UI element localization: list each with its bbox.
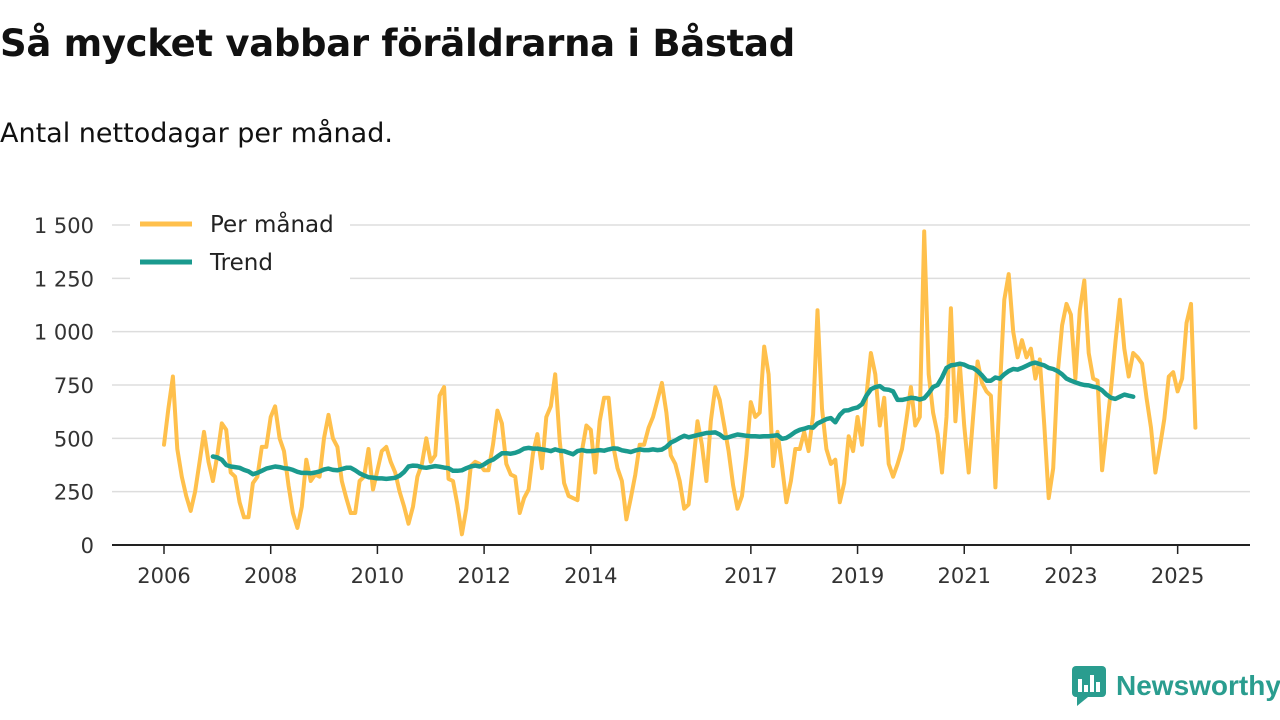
y-tick-label: 0 [81, 534, 94, 558]
series-lines [162, 229, 1198, 537]
x-tick-label: 2008 [244, 564, 297, 588]
chart-subtitle: Antal nettodagar per månad. [0, 118, 393, 149]
y-tick-label: 1 250 [34, 267, 94, 291]
x-tick-label: 2017 [724, 564, 777, 588]
legend-background [130, 205, 350, 280]
brand-logo: Newsworthy [1072, 666, 1280, 706]
y-tick-label: 500 [54, 427, 94, 451]
newsworthy-logo-icon [1072, 666, 1106, 706]
x-tick-label: 2014 [564, 564, 617, 588]
x-axis: 2006 2008 2010 2012 2014 2017 2019 2021 2023 2025 [112, 544, 1250, 588]
legend-label: Per månad [210, 210, 334, 238]
chart-title: Så mycket vabbar föräldrarna i Båstad [0, 22, 795, 65]
legend: Per månad Trend [130, 205, 350, 280]
x-tick-label: 2019 [831, 564, 884, 588]
x-tick-label: 2012 [457, 564, 510, 588]
x-tick-label: 2021 [938, 564, 991, 588]
x-tick-label: 2025 [1151, 564, 1204, 588]
monthly-series-line [162, 229, 1198, 537]
legend-label: Trend [209, 250, 273, 276]
trend-series-line [210, 360, 1136, 482]
y-tick-label: 1 000 [34, 321, 94, 345]
y-axis-ticks: 0 250 500 750 1 000 1 250 1 500 [34, 214, 94, 558]
y-tick-label: 1 500 [34, 214, 94, 238]
y-tick-label: 250 [54, 481, 94, 505]
y-tick-label: 750 [54, 374, 94, 398]
brand-name: Newsworthy [1116, 670, 1280, 701]
x-tick-label: 2010 [351, 564, 404, 588]
x-tick-label: 2023 [1044, 564, 1097, 588]
x-tick-label: 2006 [137, 564, 190, 588]
